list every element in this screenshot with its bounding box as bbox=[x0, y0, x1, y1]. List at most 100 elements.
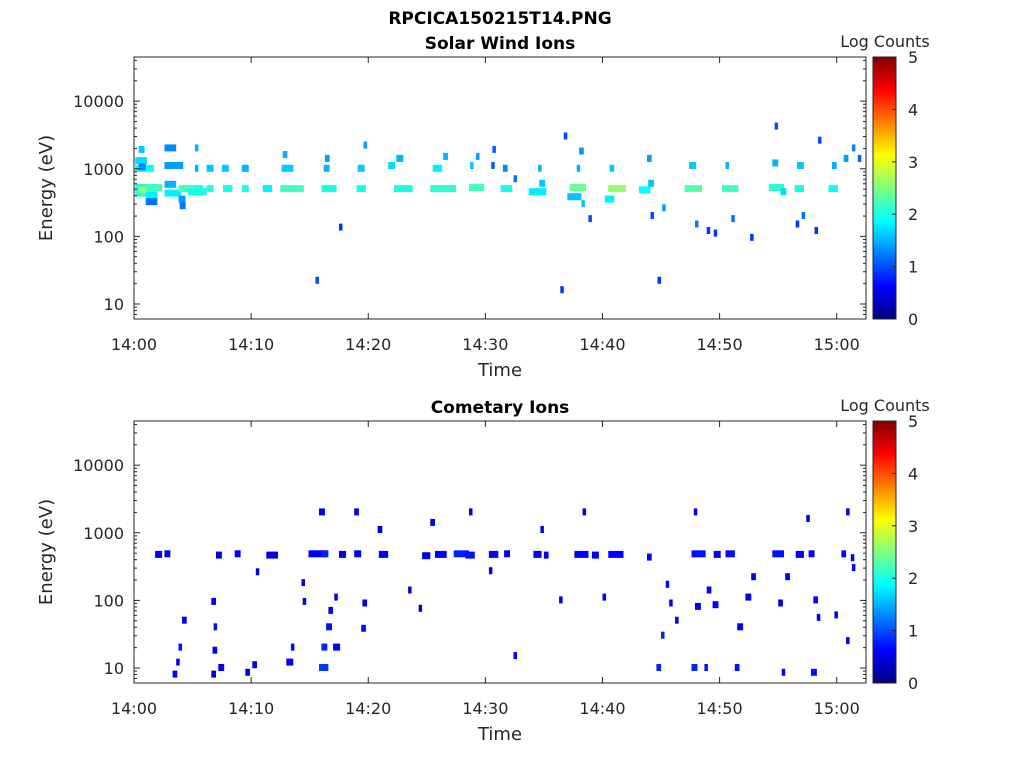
heatmap-cell bbox=[213, 623, 218, 631]
heatmap-cell bbox=[591, 551, 599, 559]
heatmap-cell bbox=[801, 212, 806, 219]
heatmap-cell bbox=[665, 580, 670, 588]
y-tick-label: 10000 bbox=[73, 456, 124, 475]
heatmap-cell bbox=[212, 646, 218, 654]
heatmap-cell bbox=[354, 508, 359, 516]
heatmap-cell bbox=[280, 185, 304, 193]
heatmap-cell bbox=[194, 164, 199, 172]
heatmap-cell bbox=[795, 550, 804, 558]
x-axis-label: Time bbox=[477, 724, 522, 745]
heatmap-cell bbox=[178, 185, 194, 193]
y-tick-label: 10 bbox=[104, 295, 124, 314]
colorbar-gradient bbox=[872, 420, 897, 684]
heatmap-cell bbox=[691, 550, 706, 558]
heatmap-cell bbox=[145, 191, 158, 199]
heatmap-cell bbox=[502, 164, 508, 172]
heatmap-cell bbox=[491, 162, 495, 169]
colorbar-tick-label: 0 bbox=[908, 674, 918, 693]
heatmap-cell bbox=[328, 606, 334, 614]
heatmap-cell bbox=[604, 195, 615, 203]
y-tick-label: 10000 bbox=[73, 92, 124, 111]
heatmap-cell bbox=[706, 586, 712, 594]
heatmap-cell bbox=[178, 195, 186, 203]
heatmap-cell bbox=[588, 215, 592, 223]
heatmap-cell bbox=[315, 276, 319, 284]
heatmap-cell bbox=[138, 145, 145, 153]
heatmap-cell bbox=[266, 551, 278, 559]
heatmap-cell bbox=[164, 144, 177, 152]
heatmap-cell bbox=[172, 670, 178, 678]
heatmap-cells bbox=[135, 122, 862, 294]
heatmap-cell bbox=[772, 159, 779, 167]
heatmap-cell bbox=[695, 602, 701, 610]
heatmap-cell bbox=[751, 573, 756, 581]
heatmap-cell bbox=[206, 185, 214, 193]
y-tick-label: 1000 bbox=[83, 160, 124, 179]
heatmap-cell bbox=[164, 189, 181, 197]
plot-frame bbox=[133, 56, 867, 320]
heatmap-cell bbox=[193, 185, 204, 193]
heatmap-cell bbox=[155, 550, 163, 558]
heatmap-cell bbox=[396, 154, 404, 162]
heatmap-cell bbox=[818, 136, 822, 144]
heatmap-cell bbox=[850, 554, 855, 562]
heatmap-cell bbox=[319, 664, 329, 671]
heatmap-cell bbox=[559, 596, 563, 604]
heatmap-cell bbox=[179, 202, 186, 210]
heatmap-cell bbox=[540, 526, 544, 533]
y-tick-label: 10 bbox=[104, 659, 124, 678]
heatmap-cell bbox=[324, 154, 330, 162]
y-tick-label: 100 bbox=[93, 591, 124, 610]
colorbar-tick-label: 4 bbox=[908, 100, 918, 119]
heatmap-cell bbox=[569, 184, 587, 191]
colorbar-tick-label: 2 bbox=[908, 205, 918, 224]
heatmap-cell bbox=[234, 550, 241, 558]
x-tick-label: 14:30 bbox=[462, 699, 508, 718]
heatmap-cell bbox=[560, 286, 564, 294]
colorbar-gradient bbox=[872, 56, 897, 320]
colorbar-tick-label: 3 bbox=[908, 153, 918, 172]
colorbar-tick-label: 2 bbox=[908, 569, 918, 588]
heatmap-cell bbox=[846, 508, 850, 516]
heatmap-cell bbox=[539, 179, 546, 187]
heatmap-cell bbox=[774, 122, 779, 130]
figure-title: RPCICA150215T14.PNG bbox=[388, 9, 611, 29]
heatmap-cell bbox=[657, 276, 661, 284]
heatmap-cell bbox=[430, 185, 457, 193]
colorbar-tick-label: 1 bbox=[908, 622, 918, 641]
heatmap-cell bbox=[301, 579, 305, 587]
heatmap-cell bbox=[796, 162, 804, 169]
heatmap-cell bbox=[339, 550, 346, 558]
heatmap-cell bbox=[262, 185, 273, 193]
heatmap-cell bbox=[602, 593, 606, 601]
heatmap-cell bbox=[164, 162, 184, 169]
heatmap-cell bbox=[443, 152, 448, 160]
heatmap-cell bbox=[488, 567, 493, 575]
heatmap-cell bbox=[609, 164, 615, 172]
heatmap-cell bbox=[713, 550, 721, 558]
heatmap-cell bbox=[241, 164, 249, 172]
heatmap-cell bbox=[778, 599, 783, 607]
heatmap-cell bbox=[361, 624, 366, 632]
x-axis-label: Time bbox=[477, 360, 522, 381]
panel-title: Solar Wind Ions bbox=[425, 34, 576, 54]
heatmap-cell bbox=[333, 643, 341, 651]
heatmap-cell bbox=[706, 227, 711, 234]
heatmap-cell bbox=[255, 568, 260, 576]
heatmap-cell bbox=[378, 550, 389, 558]
x-tick-label: 14:30 bbox=[462, 335, 508, 354]
heatmap-cell bbox=[725, 162, 729, 169]
x-tick-label: 14:00 bbox=[111, 335, 157, 354]
heatmap-cell bbox=[176, 658, 180, 666]
heatmap-cell bbox=[647, 154, 652, 162]
heatmap-cell bbox=[357, 164, 365, 172]
heatmap-cell bbox=[695, 220, 699, 228]
heatmap-cell bbox=[408, 586, 412, 594]
heatmap-cell bbox=[816, 613, 821, 621]
heatmap-cell bbox=[377, 526, 383, 533]
heatmap-cell bbox=[281, 164, 294, 172]
x-tick-label: 14:10 bbox=[228, 699, 274, 718]
panel-title: Cometary Ions bbox=[431, 398, 570, 418]
